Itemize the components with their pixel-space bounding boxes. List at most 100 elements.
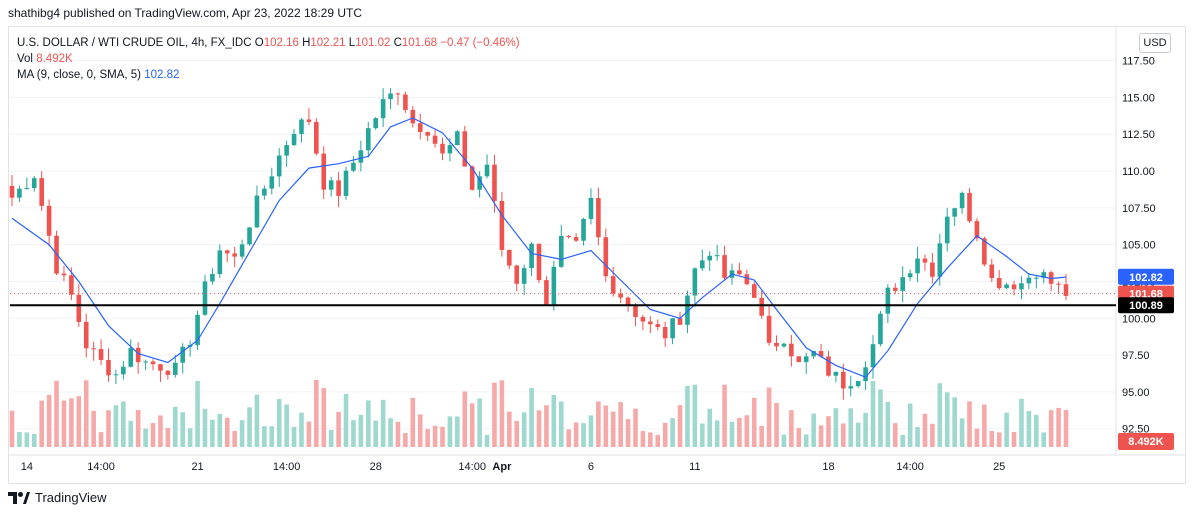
volume-bar xyxy=(299,412,304,447)
candle-body xyxy=(581,218,586,241)
candle-body xyxy=(447,145,453,154)
candle-body xyxy=(195,314,200,346)
volume-bar xyxy=(1004,412,1009,447)
price-tag xyxy=(1118,268,1174,285)
volume-bar xyxy=(1026,410,1032,447)
time-tick-label: 14:00 xyxy=(896,461,924,473)
candle-body xyxy=(358,150,364,163)
volume-bar xyxy=(841,423,846,447)
candle-body xyxy=(98,349,104,360)
candle-body xyxy=(1019,283,1024,290)
time-tick-label: 11 xyxy=(689,461,700,473)
price-lines xyxy=(10,293,1116,307)
candle-body xyxy=(150,361,156,365)
candle-body xyxy=(900,277,906,291)
candle-body xyxy=(544,280,549,305)
volume-bar xyxy=(633,408,638,447)
candle-body xyxy=(967,192,972,222)
candle-body xyxy=(766,315,772,343)
candle-body xyxy=(417,123,423,133)
volume-bar xyxy=(113,405,119,447)
candle-body xyxy=(959,192,965,209)
candle-body xyxy=(403,94,408,111)
volume-bar xyxy=(529,388,534,447)
tradingview-brand[interactable]: TradingView xyxy=(8,490,107,505)
volume-bar xyxy=(425,429,430,447)
tradingview-logo-icon xyxy=(8,491,30,504)
price-tick-label: 110.00 xyxy=(1122,166,1155,178)
volume-bar xyxy=(306,421,312,447)
candle-body xyxy=(759,297,764,316)
volume-bar xyxy=(380,399,386,447)
candle-body xyxy=(922,258,928,263)
candle-body xyxy=(892,287,898,291)
volume-bar xyxy=(314,380,319,447)
candle-body xyxy=(529,243,534,269)
candle-body xyxy=(128,347,134,367)
candle-body xyxy=(944,216,950,244)
volume-bar xyxy=(1034,414,1039,447)
candle-body xyxy=(618,293,623,298)
candle-body xyxy=(462,131,468,167)
volume-bar xyxy=(217,413,223,447)
volume-bar xyxy=(885,402,891,447)
volume-bar xyxy=(321,388,327,447)
volume-bar xyxy=(83,380,89,447)
volume-bar xyxy=(640,431,646,447)
candle-body xyxy=(514,265,520,284)
volume-bar xyxy=(729,421,735,447)
volume-bar xyxy=(878,389,883,447)
time-tick-label: 14:00 xyxy=(273,461,301,473)
time-tick-label: Apr xyxy=(492,461,512,473)
volume-bar xyxy=(291,427,297,447)
candle-body xyxy=(781,343,787,347)
ma-row: MA (9, close, 0, SMA, 5) 102.82 xyxy=(17,69,180,81)
candle-body xyxy=(217,250,223,275)
volume-bar xyxy=(69,398,74,447)
volume-bar xyxy=(210,419,215,447)
candle-body xyxy=(31,178,37,189)
volume-bar xyxy=(944,392,950,447)
candle-body xyxy=(833,371,839,376)
brand-label: TradingView xyxy=(35,490,107,505)
candle-body xyxy=(974,221,980,239)
candle-body xyxy=(714,255,720,257)
currency-button[interactable]: USD xyxy=(1139,33,1171,53)
candle-body xyxy=(789,343,794,357)
candle-body xyxy=(202,281,208,315)
candle-body xyxy=(662,326,668,339)
candle-body xyxy=(1056,283,1061,285)
candle-body xyxy=(24,188,30,190)
volume-bar xyxy=(24,432,30,447)
volume-bar xyxy=(989,431,995,447)
candle-body xyxy=(982,238,987,265)
candle-body xyxy=(818,351,824,357)
price-tick-label: 115.00 xyxy=(1122,92,1155,104)
candle-body xyxy=(952,208,957,217)
volume-bar xyxy=(677,405,683,447)
volume-bars xyxy=(9,380,1069,447)
chart-frame xyxy=(8,26,1186,484)
volume-bar xyxy=(9,410,15,447)
volume-bar xyxy=(588,415,594,447)
volume-bar xyxy=(1063,409,1069,447)
volume-bar xyxy=(959,418,965,447)
candle-body xyxy=(1011,284,1017,290)
volume-bar xyxy=(1048,410,1054,447)
price-tick-label: 95.00 xyxy=(1122,387,1150,399)
candle-body xyxy=(269,176,275,189)
candle-body xyxy=(989,264,995,279)
volume-bar xyxy=(187,428,193,447)
volume-bar xyxy=(603,405,609,447)
grid xyxy=(9,27,1185,456)
candle-body xyxy=(566,235,571,238)
volume-bar xyxy=(699,423,705,447)
candle-body xyxy=(655,324,661,327)
candle-body xyxy=(885,287,891,314)
volume-bar xyxy=(477,398,482,447)
volume-bar xyxy=(180,412,186,447)
candle-body xyxy=(343,170,349,196)
time-tick-label: 21 xyxy=(191,461,203,473)
volume-bar xyxy=(17,432,22,447)
